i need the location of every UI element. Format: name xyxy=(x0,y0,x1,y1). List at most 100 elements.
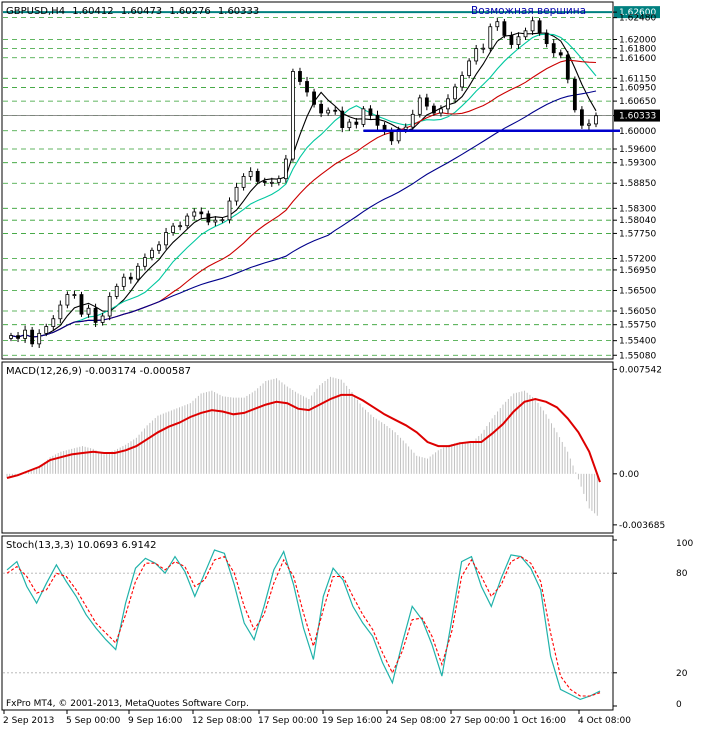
candle-body xyxy=(354,121,359,125)
time-tick-label: 9 Sep 16:00 xyxy=(128,716,183,726)
price-tick-label: 1.60950 xyxy=(619,83,656,93)
watermark: FxPro MT4, © 2001-2013, MetaQuotes Softw… xyxy=(6,699,249,709)
stoch-axis: 100 80 20 0 xyxy=(613,539,693,710)
candle-body xyxy=(241,175,246,188)
candle-body xyxy=(178,225,183,228)
candle-body xyxy=(410,113,415,128)
price-marker xyxy=(614,6,660,19)
candlestick-series xyxy=(9,16,598,348)
stoch-panel[interactable] xyxy=(1,535,614,711)
stoch-tick-label: 0 xyxy=(676,700,682,710)
candle-body xyxy=(171,225,176,233)
price-tick-label: 1.55750 xyxy=(619,321,656,331)
candle-body xyxy=(199,211,204,215)
price-tick-label: 1.62000 xyxy=(619,36,656,46)
time-tick-label: 27 Sep 00:00 xyxy=(450,716,510,726)
candle-body xyxy=(157,244,161,251)
candle-body xyxy=(269,181,274,184)
candle-body xyxy=(495,21,500,28)
price-tick-label: 1.61150 xyxy=(619,74,656,84)
macd-header: MACD(12,26,9) -0.003174 -0.000587 xyxy=(6,366,191,377)
candle-body xyxy=(86,307,91,315)
candle-body xyxy=(255,170,260,182)
candle-body xyxy=(128,276,133,280)
stoch-tick-label: 100 xyxy=(676,539,693,549)
price-tick-label: 1.56050 xyxy=(619,307,656,317)
stoch-series xyxy=(3,549,612,701)
macd-tick-label: -0.003685 xyxy=(619,521,665,531)
candle-body xyxy=(580,109,584,126)
candle-body xyxy=(424,97,429,107)
candle-body xyxy=(291,71,295,160)
candle-body xyxy=(72,294,77,296)
time-tick-label: 4 Oct 08:00 xyxy=(578,716,631,726)
price-tick-label: 1.57200 xyxy=(619,255,656,265)
candle-body xyxy=(417,97,422,115)
candle-body xyxy=(509,34,514,45)
candle-body xyxy=(368,108,373,116)
candle-body xyxy=(453,86,457,100)
price-grid xyxy=(3,17,612,356)
candle-body xyxy=(312,91,316,105)
macd-signal-line xyxy=(6,393,601,483)
candle-body xyxy=(283,158,288,180)
price-tick-label: 1.61800 xyxy=(619,45,656,55)
stoch-header: Stoch(13,3,3) 10.0693 6.9142 xyxy=(6,540,157,551)
time-tick-label: 12 Sep 08:00 xyxy=(192,716,252,726)
candle-body xyxy=(439,108,443,114)
candle-body xyxy=(530,20,535,32)
stoch-tick-label: 80 xyxy=(676,569,688,579)
candle-body xyxy=(572,78,577,111)
price-tick-label: 1.61600 xyxy=(619,54,656,64)
price-tick-label: 1.58300 xyxy=(619,204,656,214)
candle-body xyxy=(481,47,486,50)
candle-body xyxy=(9,335,13,339)
candle-body xyxy=(23,329,27,339)
candle-body xyxy=(121,276,126,287)
price-tick-label: 1.58850 xyxy=(619,179,656,189)
candle-body xyxy=(502,21,507,36)
candle-body xyxy=(333,109,338,112)
candle-body xyxy=(326,109,331,114)
candle-body xyxy=(107,295,112,317)
candle-body xyxy=(594,115,598,125)
price-tick-label: 1.58040 xyxy=(619,216,656,226)
candle-body xyxy=(150,249,154,259)
candle-body xyxy=(16,335,20,339)
candle-body xyxy=(467,60,472,76)
time-tick-label: 2 Sep 2013 xyxy=(3,716,54,726)
candle-body xyxy=(558,52,563,56)
candle-body xyxy=(537,20,542,34)
candle-body xyxy=(523,30,528,38)
candle-body xyxy=(185,215,190,227)
candle-body xyxy=(587,123,591,126)
price-tick-label: 1.56950 xyxy=(619,266,656,276)
candle-body xyxy=(488,26,493,49)
time-tick-label: 24 Sep 08:00 xyxy=(386,716,446,726)
candle-body xyxy=(375,114,380,126)
candle-body xyxy=(192,211,197,217)
candle-body xyxy=(431,105,436,114)
price-tick-label: 1.59300 xyxy=(619,159,656,169)
candle-body xyxy=(114,285,119,297)
time-tick-label: 1 Oct 16:00 xyxy=(513,716,566,726)
candle-body xyxy=(389,131,394,142)
candle-body xyxy=(474,48,479,62)
stoch-main-line xyxy=(6,549,601,701)
candle-body xyxy=(206,213,211,223)
candle-body xyxy=(143,257,147,267)
candle-body xyxy=(65,294,70,306)
candle-body xyxy=(340,110,345,128)
candle-body xyxy=(30,329,35,345)
candle-body xyxy=(446,98,450,110)
price-tick-label: 1.62600 xyxy=(619,8,656,18)
symbol-header: GBPUSD,H4 1.60412 1.60473 1.60276 1.6033… xyxy=(6,6,259,17)
price-panel[interactable] xyxy=(1,1,614,360)
macd-tick-label: 0.007542 xyxy=(619,365,662,375)
price-tick-label: 1.56500 xyxy=(619,286,656,296)
candle-body xyxy=(227,200,232,221)
candle-body xyxy=(37,332,42,345)
candle-body xyxy=(234,186,239,202)
